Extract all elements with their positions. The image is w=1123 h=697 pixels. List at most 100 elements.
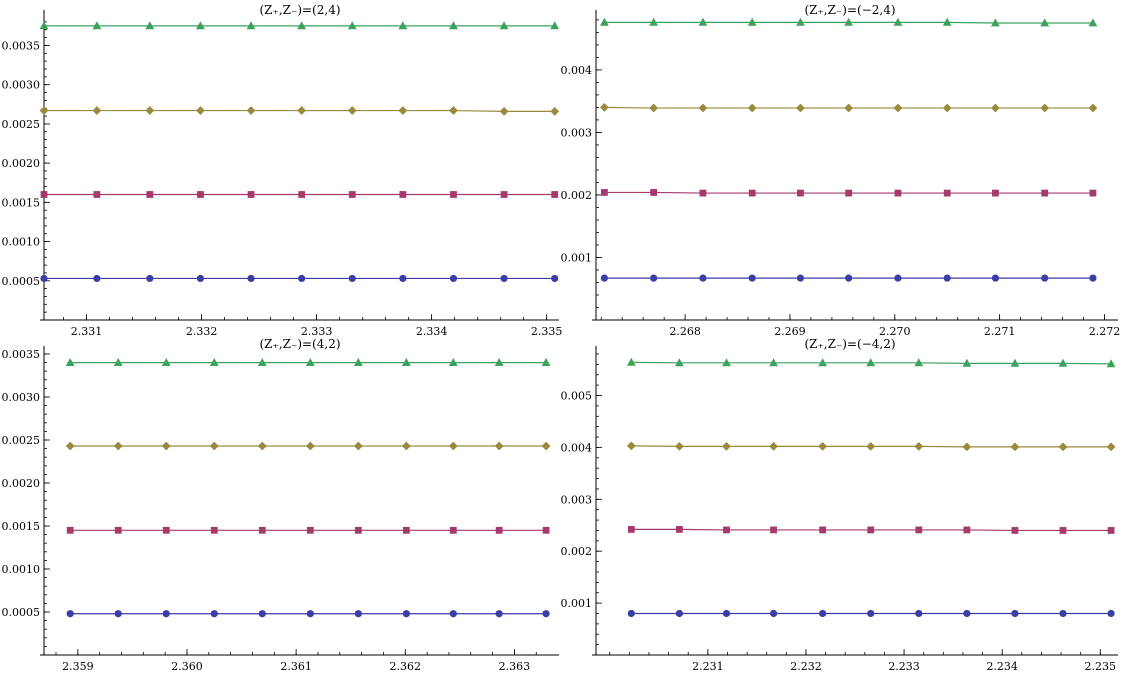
- data-point-series-1: [1059, 609, 1067, 618]
- data-point-series-1: [114, 610, 122, 618]
- data-point-series-2: [723, 526, 730, 534]
- data-point-series-2: [450, 191, 457, 198]
- data-point-series-2: [449, 526, 457, 534]
- x-tick-label: 2.235: [1085, 660, 1117, 673]
- data-point-series-2: [992, 189, 999, 197]
- data-point-series-1: [894, 274, 902, 282]
- data-point-series-3: [347, 106, 357, 115]
- data-point-series-2: [40, 191, 48, 198]
- data-point-series-2: [399, 191, 407, 198]
- chart-panel-1: (Z₊,Z₋)=(2,4) 0.0005 0.0010 0.0015 0.0020 0.0…: [2, 3, 563, 338]
- data-point-series-4: [599, 17, 609, 26]
- data-point-series-1: [402, 610, 410, 618]
- data-point-series-3: [209, 441, 219, 451]
- data-point-series-1: [650, 274, 658, 282]
- data-point-series-4: [65, 358, 75, 366]
- data-point-series-3: [494, 441, 504, 451]
- data-point-series-3: [844, 103, 854, 113]
- data-point-series-3: [962, 442, 972, 452]
- chart-panel-2: (Z₊,Z₋)=(−2,4) 0.001 0.002 0.003 0.004 2.268 2…: [561, 3, 1121, 338]
- data-point-series-1: [819, 609, 827, 618]
- data-point-series-4: [914, 358, 924, 367]
- data-point-series-2: [770, 526, 777, 534]
- y-tick-label: 0.0020: [2, 477, 41, 490]
- data-point-series-3: [449, 106, 458, 115]
- data-point-series-2: [551, 191, 559, 198]
- data-point-series-1: [146, 274, 154, 283]
- data-point-series-2: [915, 526, 923, 534]
- data-point-series-3: [796, 103, 805, 113]
- chart-panel-4: (Z₊,Z₋)=(−4,2) 0.001 0.002 0.003 0.004 0.005 2…: [561, 337, 1118, 673]
- data-point-series-1: [867, 609, 875, 618]
- y-tick-label: 0.005: [561, 390, 593, 403]
- data-point-series-2: [867, 526, 875, 534]
- data-point-series-4: [1040, 18, 1050, 27]
- data-point-series-4: [796, 17, 805, 26]
- data-point-series-4: [674, 358, 684, 367]
- data-point-series-2: [963, 526, 971, 534]
- y-tick-label: 0.003: [561, 493, 593, 506]
- data-point-series-3: [893, 103, 903, 113]
- data-point-series-4: [1010, 358, 1020, 367]
- x-tick-label: 2.232: [790, 660, 822, 673]
- data-point-series-2: [675, 526, 683, 533]
- x-tick-label: 2.234: [986, 660, 1018, 673]
- data-point-series-1: [1089, 274, 1097, 282]
- data-point-series-4: [448, 358, 458, 366]
- data-point-series-4: [747, 17, 757, 26]
- data-point-series-3: [722, 441, 731, 451]
- data-point-series-4: [196, 21, 205, 30]
- data-point-series-4: [494, 358, 504, 366]
- data-point-series-3: [649, 103, 659, 113]
- data-point-series-4: [499, 21, 509, 30]
- data-point-series-3: [991, 103, 1000, 113]
- data-point-series-3: [769, 441, 778, 451]
- data-point-series-4: [550, 21, 560, 30]
- data-point-series-1: [675, 609, 683, 618]
- x-tick-label: 2.362: [390, 660, 422, 673]
- y-tick-label: 0.0015: [2, 520, 41, 533]
- y-tick-label: 0.0005: [2, 606, 41, 619]
- data-point-series-1: [627, 609, 635, 618]
- data-point-series-2: [1089, 189, 1097, 197]
- data-point-series-3: [818, 441, 828, 451]
- y-tick-label: 0.0030: [2, 391, 41, 404]
- data-point-series-4: [1106, 359, 1116, 368]
- y-tick-label: 0.002: [561, 545, 593, 558]
- data-point-series-1: [298, 274, 306, 283]
- data-point-series-1: [40, 274, 48, 283]
- data-point-series-3: [398, 106, 408, 115]
- data-point-series-2: [66, 526, 74, 534]
- data-point-series-3: [401, 441, 411, 451]
- chart-title: (Z₊,Z₋)=(−2,4): [804, 3, 895, 17]
- data-point-series-4: [257, 358, 267, 366]
- y-tick-label: 0.0030: [2, 79, 41, 92]
- x-tick-label: 2.271: [984, 325, 1016, 338]
- y-tick-label: 0.0015: [2, 196, 41, 209]
- data-point-series-2: [114, 526, 122, 534]
- x-tick-label: 2.334: [416, 325, 448, 338]
- data-point-series-3: [257, 441, 267, 451]
- data-point-series-2: [1011, 527, 1019, 534]
- data-point-series-1: [93, 274, 101, 283]
- data-point-series-2: [650, 189, 658, 196]
- data-point-series-4: [246, 21, 256, 30]
- data-point-series-4: [844, 17, 854, 26]
- data-point-series-1: [449, 610, 457, 618]
- data-point-series-1: [769, 609, 778, 618]
- x-tick-label: 2.363: [499, 660, 531, 673]
- data-point-series-4: [698, 17, 708, 26]
- data-point-series-3: [747, 103, 757, 113]
- data-point-series-2: [542, 526, 550, 534]
- data-point-series-1: [258, 610, 266, 618]
- data-point-series-4: [398, 21, 408, 30]
- y-tick-label: 0.0025: [2, 434, 41, 447]
- data-point-series-3: [305, 441, 315, 451]
- data-point-series-2: [1107, 527, 1115, 534]
- data-point-series-1: [1011, 609, 1019, 618]
- x-tick-label: 2.333: [301, 325, 333, 338]
- y-tick-label: 0.001: [561, 597, 593, 610]
- data-point-series-3: [113, 441, 123, 451]
- data-point-series-1: [991, 274, 1000, 282]
- data-point-series-3: [1040, 103, 1050, 113]
